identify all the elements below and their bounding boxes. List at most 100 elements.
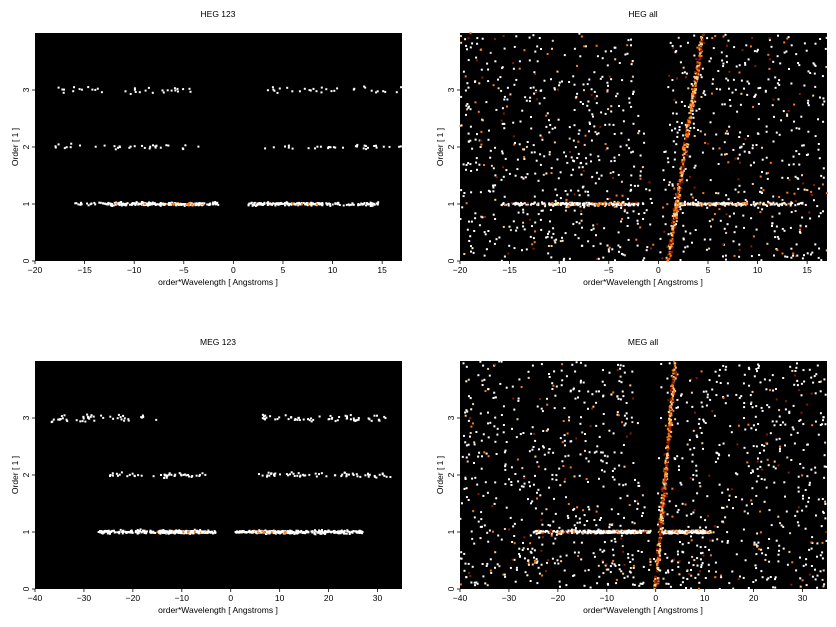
data-point	[479, 139, 482, 142]
data-point	[314, 533, 317, 536]
data-point	[594, 182, 597, 185]
data-point	[777, 204, 779, 207]
data-point	[111, 472, 114, 475]
data-point	[699, 73, 702, 76]
data-point	[513, 83, 516, 86]
data-point	[545, 429, 548, 432]
data-point	[318, 203, 321, 206]
data-point	[595, 401, 598, 404]
data-points	[459, 32, 828, 262]
data-point	[365, 148, 368, 151]
data-point	[805, 563, 807, 566]
data-point	[753, 161, 755, 164]
data-point	[117, 203, 120, 205]
data-point	[695, 531, 698, 534]
data-point	[151, 203, 153, 206]
x-axis-ticks: −20 −15 −10 −5 0 5 10 15	[28, 261, 387, 275]
data-point	[678, 186, 681, 189]
data-point	[760, 548, 763, 551]
data-point	[303, 87, 306, 90]
data-point	[683, 150, 686, 153]
data-point	[571, 532, 574, 534]
data-point	[741, 202, 744, 205]
data-point	[700, 49, 703, 52]
data-point	[642, 565, 645, 568]
data-point	[762, 189, 765, 192]
data-point	[550, 167, 553, 170]
data-point	[797, 486, 800, 489]
data-point	[663, 483, 666, 486]
data-point	[583, 206, 586, 209]
data-point	[598, 575, 601, 578]
data-point	[558, 526, 561, 529]
data-point	[761, 158, 764, 161]
data-point	[761, 409, 764, 412]
data-point	[568, 126, 571, 129]
data-point	[333, 531, 336, 534]
data-point	[698, 587, 700, 590]
data-point	[516, 226, 519, 229]
data-point	[247, 204, 250, 207]
data-point	[63, 414, 66, 417]
data-point	[86, 413, 89, 416]
data-point	[462, 362, 465, 365]
data-point	[149, 145, 152, 148]
data-point	[340, 531, 343, 534]
data-point	[485, 452, 488, 455]
data-point	[758, 254, 761, 256]
data-point	[548, 119, 550, 122]
data-point	[488, 129, 490, 132]
data-point	[577, 396, 579, 399]
data-point	[738, 248, 741, 251]
data-point	[307, 418, 309, 421]
data-point	[515, 229, 518, 232]
data-point	[785, 510, 788, 513]
data-point	[741, 498, 744, 501]
data-point	[761, 171, 763, 173]
data-point	[664, 553, 667, 555]
data-point	[600, 202, 602, 205]
data-point	[772, 195, 775, 198]
data-point	[743, 402, 746, 404]
data-point	[819, 212, 822, 215]
data-point	[738, 243, 741, 246]
data-point	[198, 475, 201, 477]
data-point	[578, 32, 581, 35]
data-point	[463, 487, 466, 490]
data-point	[755, 202, 758, 205]
data-point	[515, 566, 518, 569]
data-point	[722, 442, 725, 445]
data-point	[683, 148, 686, 151]
data-point	[804, 527, 807, 530]
data-point	[316, 531, 319, 534]
data-point	[610, 78, 613, 81]
data-point	[302, 473, 305, 476]
data-point	[622, 120, 625, 123]
data-point	[505, 169, 508, 172]
data-point	[745, 201, 748, 204]
data-point	[474, 101, 477, 104]
data-point	[469, 139, 472, 142]
data-point	[647, 531, 650, 534]
data-point	[519, 433, 522, 436]
data-point	[670, 232, 673, 235]
data-point	[570, 156, 573, 159]
data-point	[294, 203, 297, 206]
data-point	[695, 66, 698, 69]
data-point	[599, 517, 602, 519]
data-point	[480, 518, 483, 521]
data-point	[798, 127, 801, 130]
y-tick-label: 2	[446, 144, 456, 149]
data-point	[468, 105, 470, 108]
data-point	[528, 36, 531, 39]
data-point	[650, 202, 653, 204]
data-point	[781, 198, 784, 201]
data-point	[181, 203, 184, 206]
data-point	[663, 151, 666, 153]
data-point	[576, 521, 579, 524]
data-point	[621, 421, 624, 424]
data-point	[602, 413, 605, 415]
data-point	[522, 177, 525, 180]
data-point	[285, 201, 288, 204]
data-point	[582, 204, 584, 206]
